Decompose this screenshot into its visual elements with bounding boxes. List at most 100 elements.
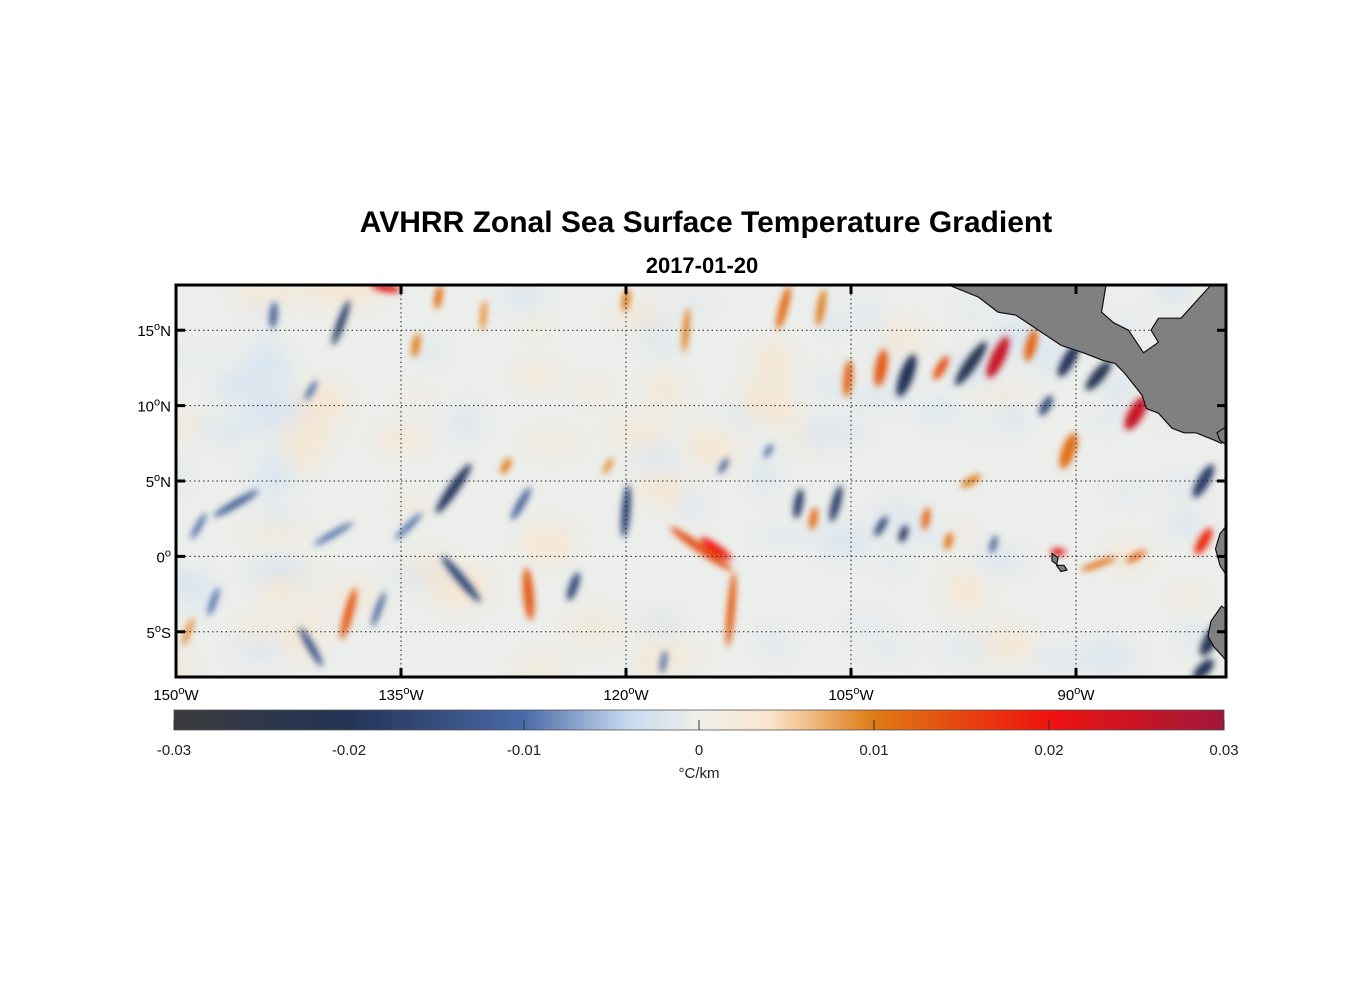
texture-blob [1156, 285, 1191, 304]
x-tick-label: 135oW [378, 685, 424, 704]
texture-blob [753, 528, 815, 545]
front-118w-8s [659, 650, 668, 674]
chart-subtitle: 2017-01-20 [645, 253, 759, 278]
front-108w-3n [793, 488, 804, 519]
colorbar-tick-labels: -0.03 -0.02 -0.01 0 0.01 0.02 0.03 [157, 742, 1239, 759]
front-121w-6n [602, 457, 614, 474]
texture-blob [519, 319, 547, 334]
x-tick-label: 120oW [603, 685, 649, 704]
front-150w-5s [182, 617, 194, 646]
texture-blob [250, 463, 296, 495]
texture-blob [965, 415, 991, 431]
texture-blob [648, 368, 680, 399]
texture-blob [851, 299, 882, 331]
texture-blob [176, 350, 228, 363]
front-110w-7n [763, 444, 774, 458]
texture-blob [496, 285, 550, 309]
front-131w-2s [441, 555, 481, 603]
front-141w-6s [299, 627, 323, 667]
front-113w-4s [725, 571, 737, 647]
galapagos-land [1051, 552, 1068, 573]
texture-blob [1093, 413, 1125, 427]
texture-blob [287, 285, 346, 306]
front-98w-1n [944, 532, 953, 551]
texture-blob [817, 525, 873, 558]
texture-blob [638, 612, 681, 637]
front-113w-6n [718, 457, 729, 474]
texture-blob [753, 456, 776, 496]
texture-blob [306, 596, 327, 614]
texture-blob [1110, 486, 1152, 501]
texture-blob [607, 419, 668, 447]
front-123w-2s [566, 572, 581, 601]
front-99w-12n [933, 355, 949, 380]
texture-blob [230, 635, 290, 661]
front-128w-6n [500, 457, 512, 474]
texture-blob [645, 337, 679, 356]
texture-blob [1103, 372, 1131, 405]
front-136w-4s [371, 591, 386, 627]
front-131w-5n [435, 463, 472, 514]
y-tick-label: 0o [157, 547, 171, 566]
front-127w-3s [522, 567, 535, 621]
texture-blob [522, 524, 575, 562]
front-144w-16n [269, 301, 278, 329]
texture-blob [675, 492, 707, 517]
texture-blob [254, 508, 297, 524]
texture-blob [1178, 619, 1207, 651]
front-95w-14n [986, 336, 1010, 378]
map-frame [174, 283, 1228, 679]
texture-blob [658, 478, 684, 512]
front-89w-12n [1085, 360, 1112, 391]
texture-blob [815, 372, 844, 398]
texture-blob [261, 572, 299, 608]
front-105w-12n [843, 359, 853, 398]
front-139w-15n [332, 300, 350, 346]
front-133w-17n [434, 285, 443, 309]
front-82w-1n [1194, 528, 1213, 555]
texture-blob [876, 554, 908, 570]
x-tick-label: 150oW [153, 685, 199, 704]
front-89w-0n [1080, 556, 1117, 571]
texture-blob [213, 372, 258, 400]
colorbar-tick-label: -0.01 [507, 742, 541, 759]
texture-blob [1076, 639, 1138, 674]
texture-blob [240, 353, 293, 382]
texture-blob [818, 306, 844, 332]
front-91w-7n [1059, 432, 1078, 469]
front-139w-2n [313, 522, 354, 546]
texture-blob [674, 298, 716, 313]
texture-blob [880, 320, 924, 355]
front-97w-13n [955, 341, 987, 386]
texture-blob [375, 429, 429, 449]
y-tick-label: 5oS [147, 623, 171, 642]
colorbar-tick-label: 0.01 [859, 742, 888, 759]
texture-blob [684, 430, 739, 465]
colorbar-tick-label: -0.03 [157, 742, 191, 759]
front-103w-2n [874, 516, 888, 537]
x-tick-label: 90oW [1058, 685, 1096, 704]
texture-blob [417, 340, 445, 361]
colorbar-tick-label: 0.02 [1034, 742, 1063, 759]
front-147w-3s [207, 587, 220, 616]
texture-blob [401, 497, 427, 517]
front-91w-0n [1050, 548, 1066, 556]
front-134w-14n [411, 333, 421, 358]
texture-blob [452, 404, 480, 443]
panama-tip-land [1216, 426, 1226, 446]
texture-blob [176, 659, 196, 677]
colorbar-ticks [173, 720, 1225, 730]
texture-blob [176, 461, 187, 491]
texture-blob [860, 643, 914, 656]
front-127w-4n [511, 487, 531, 520]
front-101w-2n [898, 525, 909, 543]
peru-land [1207, 605, 1226, 677]
front-86w-10n [1124, 396, 1148, 430]
front-130w-16n [480, 300, 487, 331]
texture-blob [1108, 544, 1147, 568]
texture-blob [176, 418, 204, 434]
texture-blob [245, 525, 309, 545]
texture-blob [954, 305, 988, 318]
texture-blob [638, 648, 700, 662]
